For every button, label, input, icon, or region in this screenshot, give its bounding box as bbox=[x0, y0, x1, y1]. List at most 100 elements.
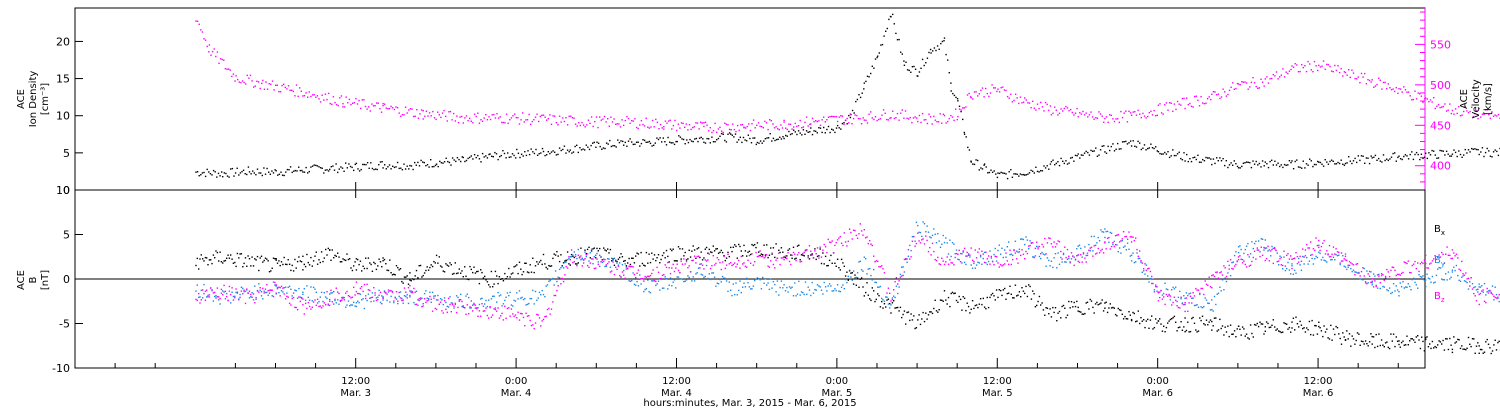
data-point bbox=[433, 117, 436, 119]
data-point bbox=[911, 66, 914, 68]
data-point bbox=[871, 117, 873, 119]
data-point bbox=[576, 125, 578, 127]
data-point bbox=[338, 256, 340, 258]
data-point bbox=[334, 101, 336, 104]
data-point bbox=[640, 251, 642, 254]
data-point bbox=[425, 290, 427, 292]
data-point bbox=[686, 139, 688, 141]
data-point bbox=[795, 295, 797, 297]
data-point bbox=[1271, 324, 1273, 326]
data-point bbox=[799, 259, 801, 261]
data-point bbox=[1125, 318, 1127, 320]
data-point bbox=[783, 137, 785, 140]
data-point bbox=[283, 287, 285, 289]
data-point bbox=[1484, 151, 1487, 154]
data-point bbox=[1096, 301, 1098, 304]
data-point bbox=[1337, 65, 1339, 67]
data-point bbox=[596, 141, 598, 143]
data-point bbox=[370, 162, 372, 164]
data-point bbox=[395, 298, 398, 300]
data-point bbox=[743, 282, 745, 284]
data-point bbox=[692, 126, 694, 129]
data-point bbox=[393, 301, 395, 304]
data-point bbox=[1162, 153, 1164, 155]
data-point bbox=[935, 242, 938, 244]
data-point bbox=[965, 136, 967, 138]
data-point bbox=[1422, 340, 1424, 343]
data-point bbox=[811, 117, 814, 120]
data-point bbox=[261, 174, 263, 177]
data-point bbox=[834, 131, 836, 134]
data-point bbox=[335, 302, 337, 304]
data-point bbox=[1219, 318, 1221, 321]
data-point bbox=[291, 295, 293, 297]
data-point bbox=[1050, 316, 1053, 318]
data-point bbox=[484, 275, 486, 278]
data-point bbox=[759, 254, 761, 257]
data-point bbox=[615, 123, 617, 125]
data-point bbox=[303, 263, 305, 266]
data-point bbox=[565, 117, 567, 119]
data-point bbox=[497, 282, 499, 285]
data-point bbox=[1272, 164, 1274, 166]
data-point bbox=[925, 62, 927, 64]
data-point bbox=[451, 157, 454, 159]
data-point bbox=[587, 119, 590, 121]
data-point bbox=[667, 120, 670, 122]
data-point bbox=[935, 49, 937, 52]
data-point bbox=[623, 124, 625, 127]
data-point bbox=[1162, 113, 1164, 115]
data-point bbox=[921, 112, 924, 115]
data-point bbox=[299, 296, 301, 298]
data-point bbox=[296, 260, 299, 263]
data-point bbox=[784, 290, 787, 292]
data-point bbox=[980, 89, 982, 91]
data-point bbox=[377, 102, 379, 104]
data-point bbox=[648, 291, 650, 293]
data-point bbox=[335, 104, 338, 106]
data-point bbox=[945, 299, 947, 301]
data-point bbox=[603, 247, 605, 249]
data-point bbox=[468, 278, 470, 281]
data-point bbox=[750, 253, 752, 256]
data-point bbox=[1036, 170, 1039, 173]
data-point bbox=[368, 106, 370, 108]
data-point bbox=[1253, 323, 1256, 326]
data-point bbox=[636, 252, 638, 254]
data-point bbox=[198, 268, 200, 270]
data-point bbox=[377, 265, 379, 267]
data-point bbox=[958, 105, 961, 107]
data-point bbox=[532, 151, 534, 153]
data-point bbox=[955, 108, 957, 110]
data-point bbox=[1178, 103, 1180, 105]
data-point bbox=[1342, 75, 1344, 77]
data-point bbox=[1057, 252, 1059, 254]
data-point bbox=[376, 102, 378, 104]
data-point bbox=[560, 149, 562, 152]
data-point bbox=[204, 39, 207, 41]
data-point bbox=[565, 261, 567, 263]
data-point bbox=[1312, 165, 1314, 168]
data-point bbox=[720, 132, 723, 135]
data-point bbox=[631, 280, 633, 282]
data-point bbox=[735, 130, 737, 133]
data-point bbox=[366, 299, 368, 302]
data-point bbox=[389, 301, 391, 303]
data-point bbox=[1176, 153, 1179, 155]
data-point bbox=[925, 312, 927, 314]
data-point bbox=[1469, 151, 1471, 153]
data-point bbox=[216, 51, 219, 53]
data-point bbox=[596, 247, 598, 250]
data-point bbox=[1155, 318, 1157, 320]
data-point bbox=[1159, 152, 1161, 155]
data-point bbox=[331, 249, 333, 251]
data-point bbox=[395, 265, 398, 267]
data-point bbox=[537, 263, 539, 265]
data-point bbox=[1109, 114, 1111, 116]
data-point bbox=[901, 53, 903, 55]
data-point bbox=[772, 123, 774, 125]
data-point bbox=[462, 122, 464, 124]
data-point bbox=[910, 249, 912, 252]
data-point bbox=[375, 268, 378, 271]
data-point bbox=[1417, 335, 1419, 337]
